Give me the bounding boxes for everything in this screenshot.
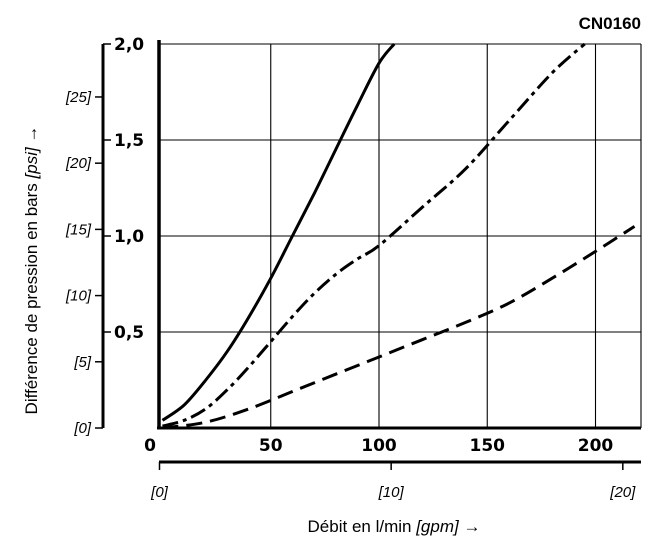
x-axis-arrow: →: [463, 517, 480, 536]
psi-tick-label: [0]: [73, 420, 92, 437]
gpm-tick-label: [0]: [150, 484, 169, 501]
y-axis-arrow: →: [22, 126, 41, 143]
y-axis-label: Différence de pression en bars: [22, 183, 41, 414]
y-axis-title: Différence de pression en bars [psi] →: [22, 126, 41, 415]
x-axis-title: Débit en l/min [gpm] →: [308, 517, 481, 536]
axes: [95, 40, 641, 470]
series-line-dashdot: [162, 42, 586, 428]
y-tick-label: 1,5: [114, 131, 144, 151]
psi-tick-label: [15]: [65, 221, 92, 238]
psi-tick-label: [10]: [65, 288, 92, 305]
gpm-tick-label: [20]: [609, 484, 636, 501]
series-line-dashed: [162, 225, 636, 430]
tick-labels: 0,5 1,0 1,5 2,0 [0] [5] [10] [15] [20] [25] 0 50 100…: [65, 35, 636, 501]
y-tick-label: 1,0: [114, 227, 144, 247]
chart-code: CN0160: [579, 14, 641, 33]
series-layer: [161, 42, 636, 430]
grid: [159, 43, 642, 428]
y-tick-label: 0,5: [114, 323, 144, 343]
psi-tick-label: [25]: [65, 89, 92, 106]
psi-tick-label: [5]: [73, 354, 92, 371]
y-axis-unit: [psi]: [22, 146, 41, 179]
series-line-solid: [161, 43, 396, 422]
x-tick-label: 100: [361, 436, 397, 456]
y-tick-label: 2,0: [114, 35, 144, 55]
gpm-tick-label: [10]: [378, 484, 405, 501]
x-tick-label: 150: [470, 436, 506, 456]
x-tick-label: 200: [578, 436, 614, 456]
x-tick-label: 50: [259, 436, 283, 456]
x-axis-label: Débit en l/min: [308, 517, 412, 536]
x-axis-unit: [gpm]: [415, 517, 460, 536]
psi-tick-label: [20]: [65, 155, 92, 172]
x-tick-label: 0: [144, 436, 156, 456]
